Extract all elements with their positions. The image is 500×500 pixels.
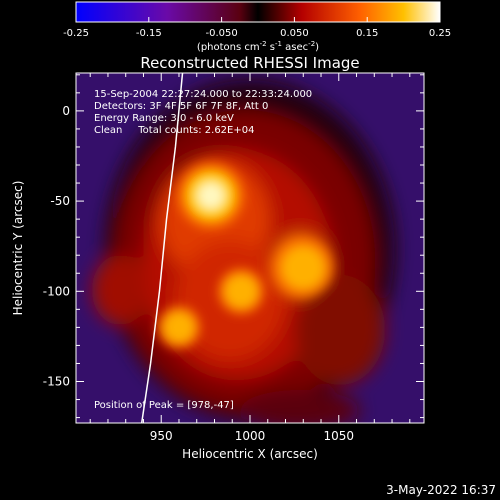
colorbar-label: (photons cm-2 s-1 asec-2) [197, 40, 319, 53]
colorbar-gradient [75, 1, 441, 23]
y-tick-label: 0 [62, 104, 70, 118]
y-axis-label: Heliocentric Y (arcsec) [11, 181, 25, 316]
annotation-counts: Clean Total counts: 2.62E+04 [94, 125, 254, 136]
y-tick-label: -150 [43, 375, 70, 389]
annotation-energy-range: Energy Range: 3.0 - 6.0 keV [94, 113, 234, 124]
y-tick-label: -100 [43, 284, 70, 298]
plot-area: 950 1000 1050 0 -50 -100 -150 [43, 72, 425, 443]
colorbar-tick-label: 0.15 [356, 28, 378, 39]
emission-sources [157, 162, 333, 350]
source-peak [197, 182, 225, 209]
colorbar-tick-label: 0.25 [429, 28, 451, 39]
colorbar-tick-label: -0.050 [205, 28, 237, 39]
annotation-time-range: 15-Sep-2004 22:27:24.000 to 22:33:24.000 [94, 89, 312, 100]
source-core [282, 246, 325, 290]
heatmap-image [76, 73, 424, 423]
annotation-block: 15-Sep-2004 22:27:24.000 to 22:33:24.000… [94, 89, 312, 411]
annotation-peak-position: Position of Peak = [978,-47] [94, 400, 234, 411]
colorbar-tick-label: -0.25 [63, 28, 89, 39]
source-core [163, 311, 195, 343]
x-tick-label: 950 [150, 429, 173, 443]
y-tick-label: -50 [50, 194, 70, 208]
x-axis-label: Heliocentric X (arcsec) [182, 447, 318, 461]
colorbar-ticks: -0.25 -0.15 -0.050 0.050 0.15 0.25 [63, 17, 451, 39]
colorbar-tick-label: -0.15 [136, 28, 162, 39]
colorbar-tick-label: 0.050 [280, 28, 309, 39]
solar-limb-curve [140, 72, 184, 424]
annotation-detectors: Detectors: 3F 4F 5F 6F 7F 8F, Att 0 [94, 101, 268, 112]
axis-ticks: 950 1000 1050 0 -50 -100 -150 [43, 73, 424, 443]
x-tick-label: 1050 [324, 429, 355, 443]
source-core [224, 274, 258, 309]
timestamp: 3-May-2022 16:37 [386, 483, 496, 497]
colorbar: -0.25 -0.15 -0.050 0.050 0.15 0.25 (photons c… [63, 1, 451, 53]
x-tick-label: 1000 [235, 429, 266, 443]
chart-title: Reconstructed RHESSI Image [140, 54, 359, 72]
